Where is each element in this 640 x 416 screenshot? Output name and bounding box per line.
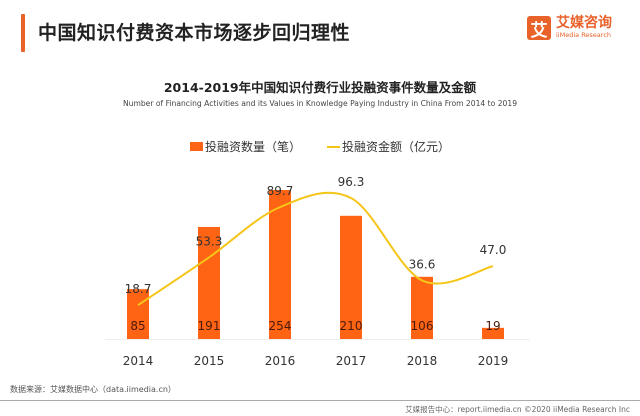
chart-subtitle: Number of Financing Activities and its V… [122, 99, 518, 108]
line-label-2017: 96.3 [338, 175, 365, 189]
x-tick-2019: 2019 [478, 354, 509, 368]
bar-2019 [482, 327, 504, 339]
chart-legend: 投融资数量（笔） 投融资金额（亿元） [0, 138, 640, 155]
bar-label-2014: 85 [130, 319, 145, 333]
line-label-2016: 89.7 [267, 184, 294, 198]
x-tick-2014: 2014 [123, 354, 154, 368]
x-tick-2015: 2015 [194, 354, 225, 368]
x-tick-2018: 2018 [407, 354, 438, 368]
line-label-2018: 36.6 [409, 257, 436, 271]
legend-item-count: 投融资数量（笔） [189, 138, 301, 155]
footer-divider [0, 400, 640, 401]
bar-2015 [198, 226, 220, 339]
line-label-2014: 18.7 [125, 282, 152, 296]
bar-2016 [269, 190, 291, 339]
title-accent-bar [21, 14, 25, 52]
x-tick-2017: 2017 [336, 354, 367, 368]
legend-line-swatch [327, 145, 340, 148]
amount-line [137, 191, 494, 307]
page-title: 中国知识付费资本市场逐步回归理性 [38, 22, 351, 44]
bar-label-2019: 19 [485, 319, 500, 333]
legend-label-count: 投融资数量（笔） [204, 140, 301, 154]
legend-item-amount: 投融资金额（亿元） [327, 138, 450, 155]
bar-2018 [411, 276, 433, 339]
bar-label-2015: 191 [198, 319, 221, 333]
logo-cn-text: 艾媒咨询 [556, 15, 612, 31]
bar-label-2017: 210 [340, 319, 363, 333]
data-source: 数据来源：艾媒数据中心（data.iimedia.cn） [10, 385, 176, 394]
bar-label-2016: 254 [269, 319, 292, 333]
chart-title: 2014-2019年中国知识付费行业投融资事件数量及金额 [163, 80, 477, 95]
bar-2017 [340, 215, 362, 339]
brand-logo: 艾 艾媒咨询 iiMedia Research [527, 15, 612, 41]
line-label-2019: 47.0 [480, 243, 507, 257]
logo-en-text: iiMedia Research [556, 31, 612, 39]
footer-credit: 艾媒报告中心：report.iimedia.cn ©2020 iiMedia R… [405, 405, 630, 414]
x-tick-2016: 2016 [265, 354, 296, 368]
bar-label-2018: 106 [411, 319, 434, 333]
logo-icon: 艾 [527, 16, 551, 41]
legend-label-amount: 投融资金额（亿元） [342, 140, 451, 154]
line-label-2015: 53.3 [196, 234, 223, 248]
legend-bar-swatch [189, 142, 203, 151]
